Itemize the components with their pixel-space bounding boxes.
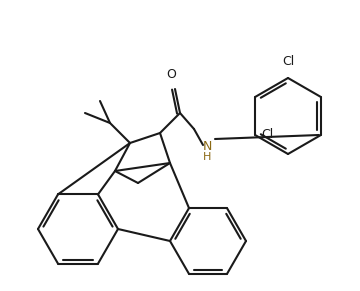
Text: Cl: Cl bbox=[261, 129, 273, 141]
Text: O: O bbox=[166, 68, 176, 81]
Text: H: H bbox=[203, 152, 211, 162]
Text: Cl: Cl bbox=[282, 55, 294, 68]
Text: N: N bbox=[202, 141, 212, 153]
